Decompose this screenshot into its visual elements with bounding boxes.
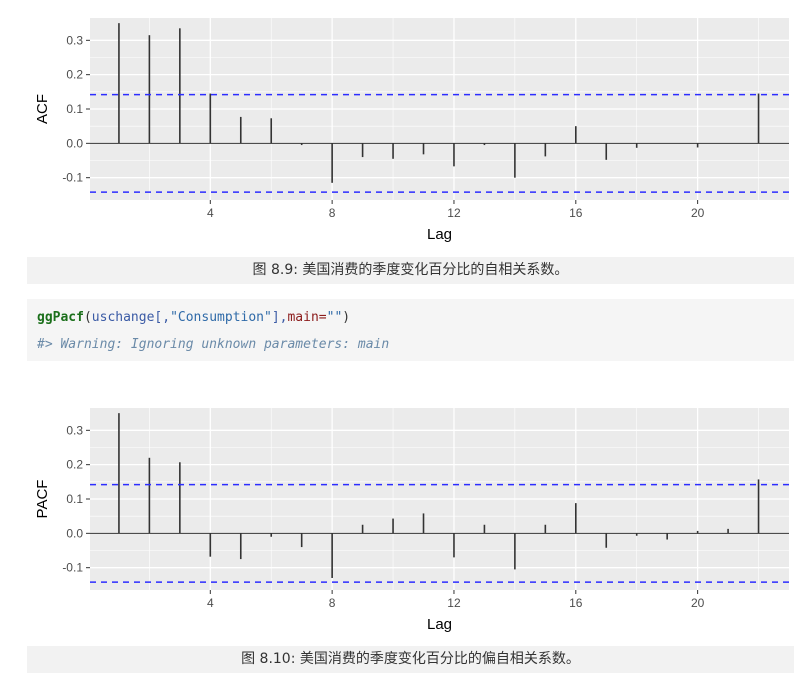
code-string: "Consumption" <box>170 310 272 325</box>
acf-chart: -0.1 0.0 0.1 0.2 0.3 4 8 12 16 20 Lag ACF <box>34 18 789 243</box>
pacf-xtick-label: 12 <box>447 596 461 610</box>
code-param: main= <box>287 310 327 325</box>
code-block: ggPacf(uschange[,"Consumption"],main="")… <box>27 299 794 361</box>
acf-ytick-label: -0.1 <box>62 171 83 185</box>
pacf-xtick-label: 16 <box>569 596 583 610</box>
code-comma: ], <box>271 310 288 325</box>
acf-xlabel: Lag <box>427 226 452 243</box>
pacf-caption: 图 8.10: 美国消费的季度变化百分比的偏自相关系数。 <box>27 646 794 673</box>
acf-ytick-label: 0.0 <box>66 136 83 150</box>
code-paren-open: ( <box>83 310 92 325</box>
pacf-ytick-label: -0.1 <box>62 561 83 575</box>
pacf-ytick-label: 0.0 <box>66 526 83 540</box>
acf-xtick-label: 4 <box>207 206 214 220</box>
acf-ytick-label: 0.3 <box>66 33 83 47</box>
pacf-chart: -0.1 0.0 0.1 0.2 0.3 4 8 12 16 20 Lag PACF <box>34 408 789 633</box>
pacf-ytick-label: 0.1 <box>66 492 83 506</box>
acf-ytick-label: 0.2 <box>66 68 83 82</box>
pacf-xtick-label: 20 <box>691 596 705 610</box>
code-paren-close: ) <box>342 310 351 325</box>
pacf-xtick-label: 8 <box>329 596 336 610</box>
code-param-value: "" <box>326 310 343 325</box>
code-line: ggPacf(uschange[,"Consumption"],main="") <box>37 310 350 325</box>
pacf-xlabel: Lag <box>427 616 452 633</box>
acf-ylabel: ACF <box>34 94 51 124</box>
code-object: uschange[, <box>91 310 171 325</box>
code-function: ggPacf <box>37 310 84 325</box>
acf-xtick-label: 12 <box>447 206 461 220</box>
pacf-ytick-label: 0.3 <box>66 423 83 437</box>
acf-xtick-label: 20 <box>691 206 705 220</box>
acf-xtick-label: 16 <box>569 206 583 220</box>
pacf-ylabel: PACF <box>34 480 51 519</box>
pacf-ytick-label: 0.2 <box>66 458 83 472</box>
acf-ytick-label: 0.1 <box>66 102 83 116</box>
acf-caption: 图 8.9: 美国消费的季度变化百分比的自相关系数。 <box>27 257 794 284</box>
code-output: #> Warning: Ignoring unknown parameters:… <box>37 337 390 352</box>
pacf-xtick-label: 4 <box>207 596 214 610</box>
acf-xtick-label: 8 <box>329 206 336 220</box>
